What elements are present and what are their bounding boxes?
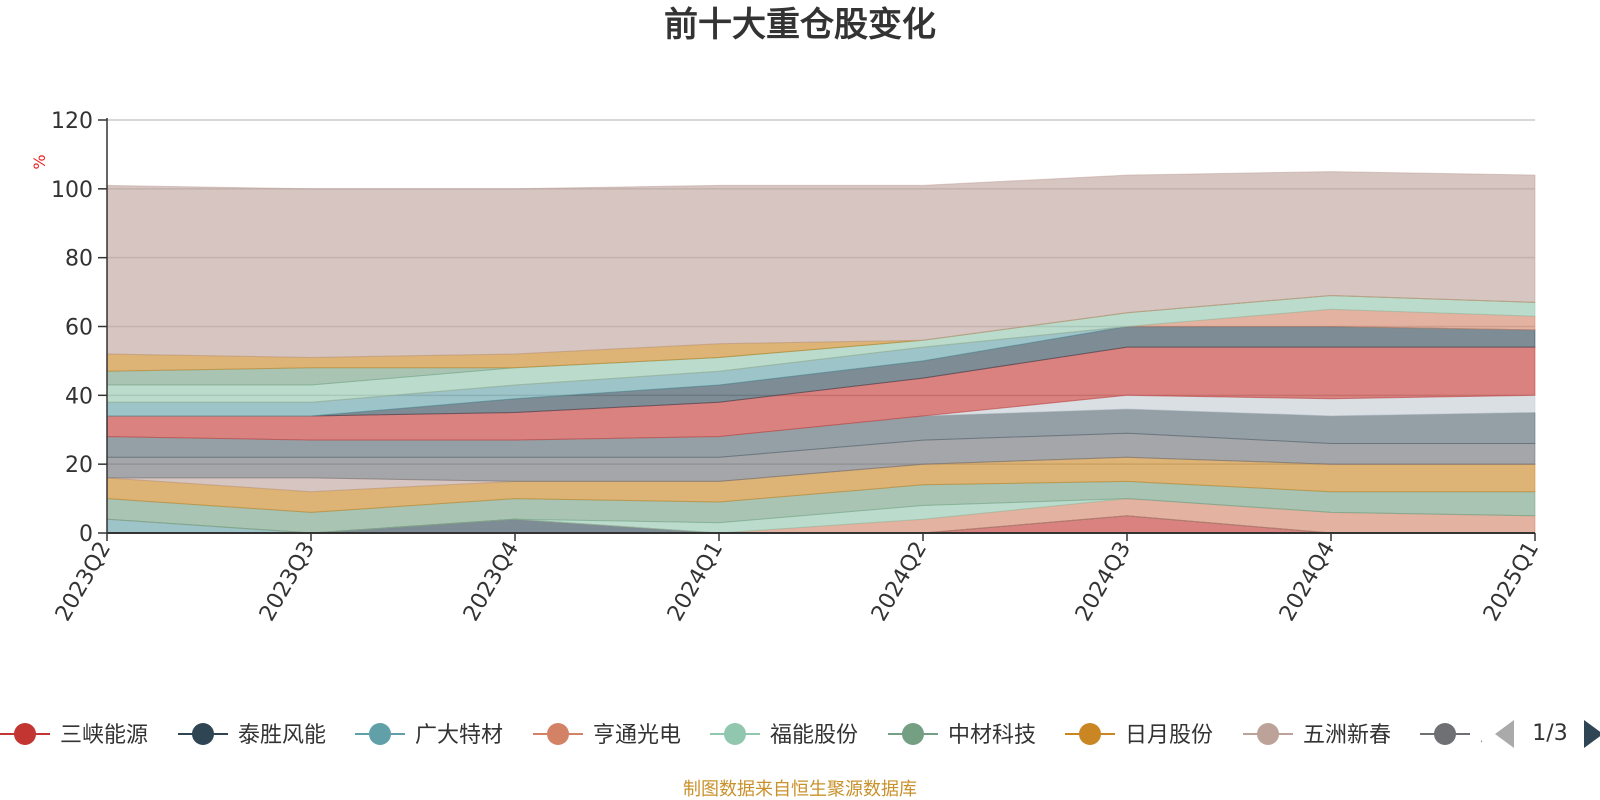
legend-item[interactable]: 泰胜风能 xyxy=(178,723,326,748)
y-axis-unit: % xyxy=(30,154,49,169)
legend-item[interactable]: 中材科技 xyxy=(888,723,1036,748)
legend-next-icon[interactable] xyxy=(1584,720,1600,748)
y-tick-label: 60 xyxy=(65,316,93,341)
legend-item[interactable]: 三峡能源 xyxy=(0,723,148,748)
legend-circle-icon xyxy=(1434,723,1456,745)
y-tick-label: 40 xyxy=(65,384,93,409)
x-tick-label: 2024Q3 xyxy=(1071,538,1136,626)
legend-prev-icon[interactable] xyxy=(1495,720,1514,748)
legend-label: 日月股份 xyxy=(1125,723,1213,748)
y-tick-label: 0 xyxy=(79,522,93,547)
x-tick-label: 2024Q1 xyxy=(663,538,728,626)
legend-circle-icon xyxy=(14,723,36,745)
x-tick-label: 2023Q3 xyxy=(255,538,320,626)
legend-item[interactable]: 福能股份 xyxy=(710,723,858,748)
legend-circle-icon xyxy=(1079,723,1101,745)
area-series xyxy=(106,171,1536,534)
legend-label: 中材科技 xyxy=(948,723,1036,748)
legend-label: 三峡能源 xyxy=(60,723,148,748)
y-tick-label: 80 xyxy=(65,247,93,272)
x-tick-label: 2024Q2 xyxy=(867,538,932,626)
x-tick-label: 2024Q4 xyxy=(1275,538,1340,626)
x-tick-label: 2025Q1 xyxy=(1479,538,1544,626)
legend: 三峡能源泰胜风能广大特材亨通光电福能股份中材科技日月股份五洲新春三 xyxy=(0,714,1600,754)
legend-circle-icon xyxy=(1257,723,1279,745)
legend-pager[interactable]: 1/3 xyxy=(1495,720,1600,748)
legend-label: 五洲新春 xyxy=(1303,723,1391,748)
legend-label: 福能股份 xyxy=(770,723,858,748)
chart-title: 前十大重仓股变化 xyxy=(664,5,936,45)
legend-item[interactable]: 五洲新春 xyxy=(1243,723,1391,748)
legend-label: 泰胜风能 xyxy=(238,723,326,748)
x-tick-label: 2023Q2 xyxy=(51,538,116,626)
area-series-19 xyxy=(106,171,1536,359)
y-tick-label: 20 xyxy=(65,453,93,478)
legend-circle-icon xyxy=(369,723,391,745)
legend-label: 广大特材 xyxy=(415,723,503,748)
x-tick-label: 2023Q4 xyxy=(459,538,524,626)
legend-item[interactable]: 日月股份 xyxy=(1065,723,1213,748)
y-tick-label: 100 xyxy=(51,178,93,203)
data-source-note: 制图数据来自恒生聚源数据库 xyxy=(683,779,917,800)
legend-circle-icon xyxy=(902,723,924,745)
y-tick-label: 120 xyxy=(51,109,93,134)
legend-label: 亨通光电 xyxy=(593,723,681,748)
legend-circle-icon xyxy=(547,723,569,745)
legend-circle-icon xyxy=(192,723,214,745)
legend-item[interactable]: 亨通光电 xyxy=(533,723,681,748)
legend-circle-icon xyxy=(724,723,746,745)
legend-item[interactable]: 广大特材 xyxy=(355,723,503,748)
legend-page-indicator: 1/3 xyxy=(1532,721,1567,746)
